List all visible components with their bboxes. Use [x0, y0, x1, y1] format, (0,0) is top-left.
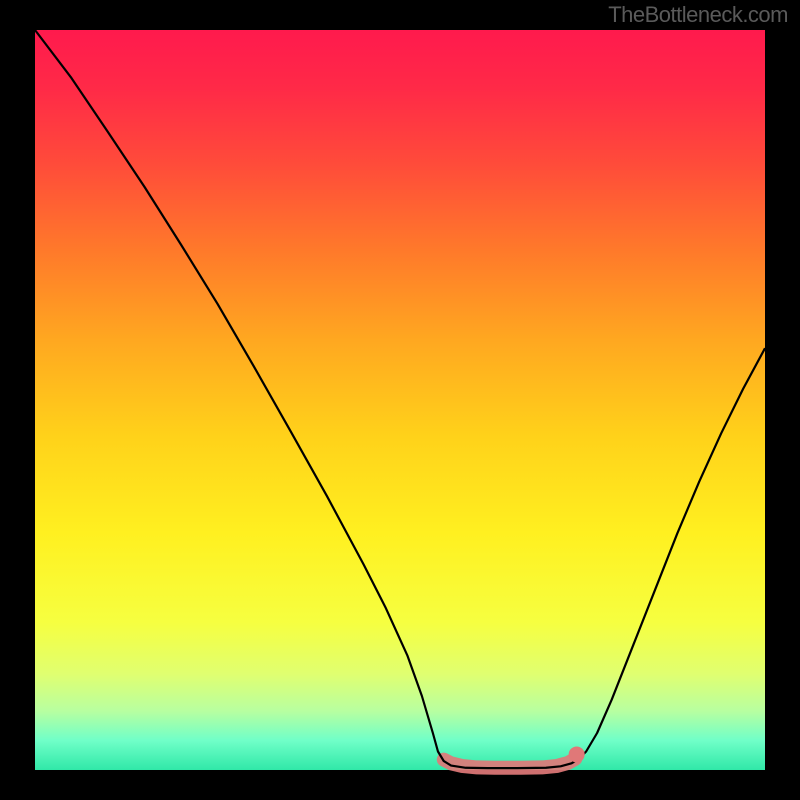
watermark-text: TheBottleneck.com: [608, 2, 788, 28]
plot-background: [35, 30, 765, 770]
curve-marker: [569, 746, 585, 762]
bottleneck-curve-chart: [0, 0, 800, 800]
chart-canvas: TheBottleneck.com: [0, 0, 800, 800]
